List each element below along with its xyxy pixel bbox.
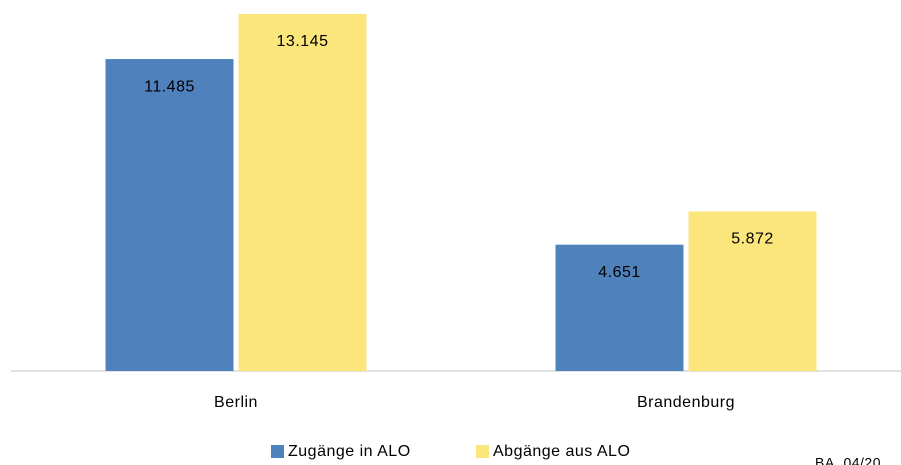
bar — [238, 13, 367, 372]
bar — [688, 211, 817, 371]
value-label: 11.485 — [144, 78, 195, 95]
legend-swatch — [476, 445, 489, 458]
bar — [105, 59, 234, 371]
legend-swatch — [271, 445, 284, 458]
x-tick-label: Berlin — [214, 394, 258, 411]
legend-label: Abgänge aus ALO — [493, 443, 630, 460]
value-label: 5.872 — [731, 231, 774, 248]
value-label: 4.651 — [598, 264, 641, 281]
legend-label: Zugänge in ALO — [288, 443, 411, 460]
bar — [555, 244, 684, 371]
value-label: 13.145 — [277, 33, 329, 50]
source-note: BA, 04/20 — [815, 455, 881, 465]
x-tick-label: Brandenburg — [637, 394, 735, 411]
